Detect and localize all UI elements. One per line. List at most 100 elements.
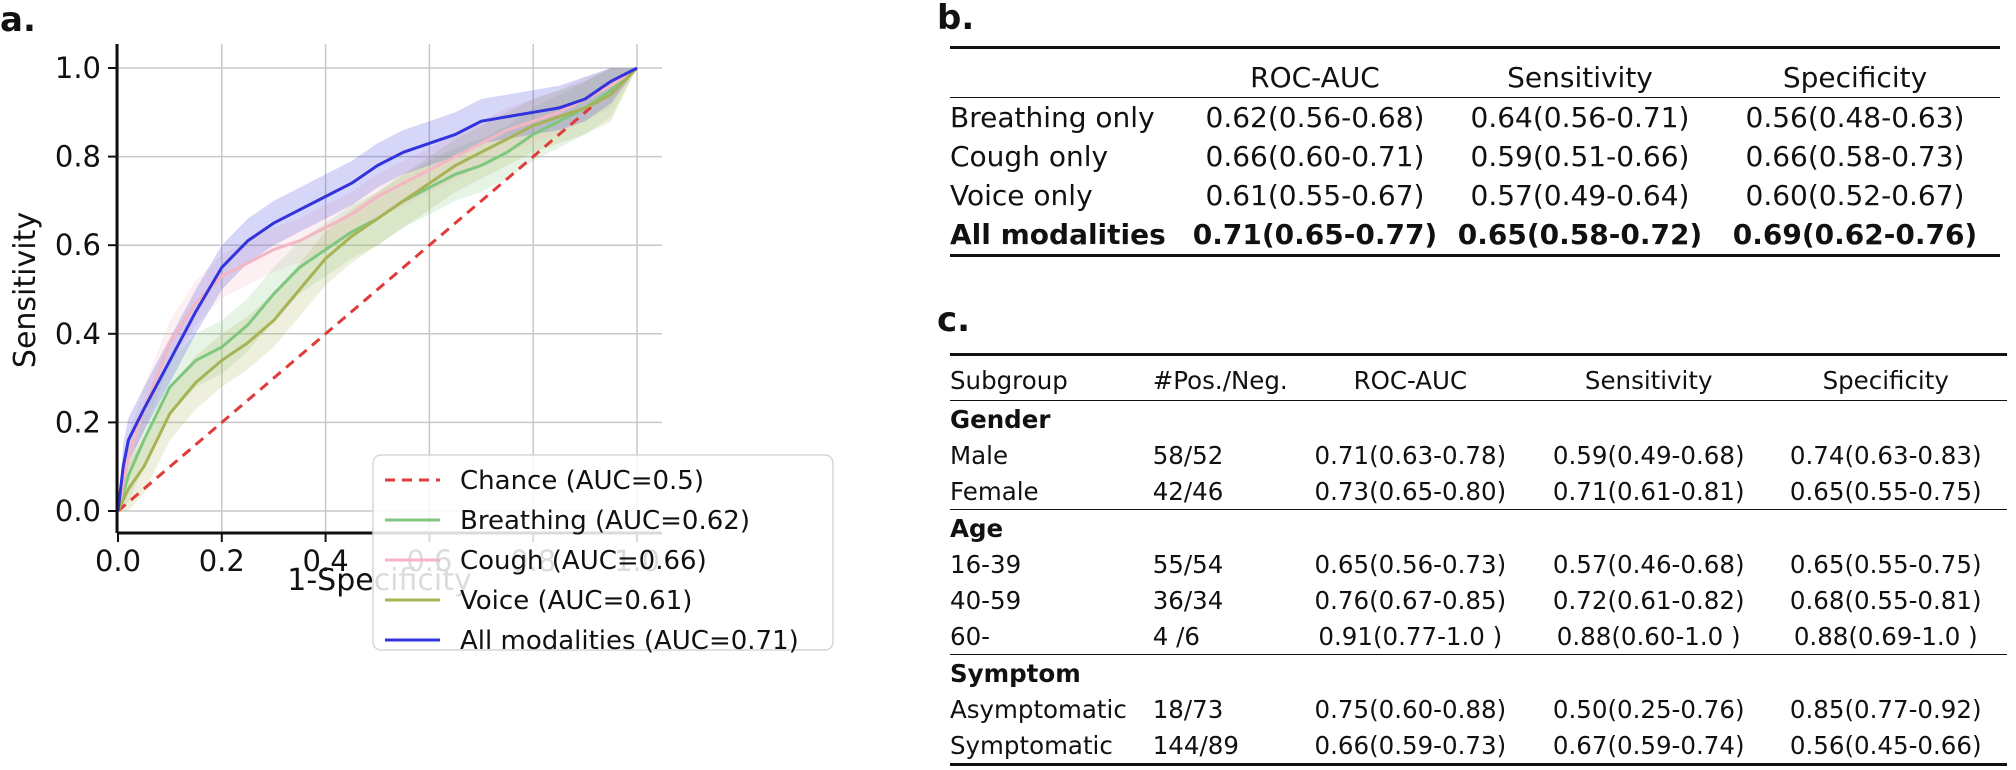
table-c-cell: 58/52	[1152, 440, 1224, 470]
series-line-0	[117, 66, 638, 513]
y-tick-label: 1.0	[55, 51, 101, 85]
table-c-cell: 18/73	[1152, 694, 1224, 724]
table-b-row-label: Voice only	[950, 179, 1093, 212]
table-c-cell: 0.56(0.45-0.66)	[1789, 730, 1982, 760]
y-tick-label: 0.8	[55, 140, 101, 174]
series-line-1	[116, 66, 638, 512]
roc-chart: 0.00.20.40.60.81.00.00.20.40.60.81.01-Sp…	[8, 44, 834, 656]
table-b-row: Cough only 0.66(0.60-0.71) 0.59(0.51-0.66)…	[950, 137, 2000, 176]
panel-label-a: a.	[0, 0, 36, 40]
table-c-cell: 0.75(0.60-0.88)	[1314, 694, 1507, 724]
table-c-cell: 0.65(0.55-0.75)	[1789, 549, 1982, 579]
table-c-cell: 0.67(0.59-0.74)	[1552, 730, 1745, 760]
table-c-cell: Male	[950, 440, 1009, 470]
table-c-cell: 55/54	[1152, 549, 1224, 579]
subgroup-results-table: Subgroup #Pos./Neg. ROC-AUC Sensitivity Spec…	[950, 353, 2007, 766]
series-line-3	[116, 66, 639, 512]
table-c-cell: 0.65(0.56-0.73)	[1314, 549, 1507, 579]
table-b-row: Voice only 0.61(0.55-0.67) 0.57(0.49-0.64)…	[950, 176, 2000, 215]
table-c-row: Asymptomatic 18/73 0.75(0.60-0.88) 0.50(0.2…	[950, 691, 2007, 727]
series-line-4	[116, 66, 638, 512]
table-b-header-2: Sensitivity	[1450, 47, 1710, 98]
table-b-row: Breathing only 0.62(0.56-0.68) 0.64(0.56-0…	[950, 98, 2000, 138]
y-tick-label: 0.6	[55, 228, 101, 262]
legend-label-2: Cough (AUC=0.66)	[460, 546, 707, 576]
y-tick-label: 0.4	[55, 317, 101, 351]
table-b-cell: 0.66(0.60-0.71)	[1205, 140, 1425, 173]
legend-label-0: Chance (AUC=0.5)	[460, 466, 704, 496]
table-b-cell: 0.65(0.58-0.72)	[1457, 218, 1703, 251]
table-c-group-label: Symptom	[950, 654, 2007, 691]
table-c-cell: 0.71(0.61-0.81)	[1552, 476, 1745, 506]
panel-label-c: c.	[937, 300, 971, 340]
table-b-header-3: Specificity	[1710, 47, 2000, 98]
table-c-header-2: ROC-AUC	[1287, 354, 1533, 401]
table-b-header-0	[950, 47, 1180, 98]
table-b-row-label: Cough only	[950, 140, 1109, 173]
table-b-cell: 0.60(0.52-0.67)	[1745, 179, 1965, 212]
table-b-cell: 0.62(0.56-0.68)	[1205, 101, 1425, 134]
table-b-cell: 0.66(0.58-0.73)	[1745, 140, 1965, 173]
x-tick-label: 0.2	[199, 544, 245, 578]
table-b-row: All modalities 0.71(0.65-0.77) 0.65(0.58-0…	[950, 215, 2000, 256]
table-c-cell: 0.74(0.63-0.83)	[1789, 440, 1982, 470]
table-c-row: 60- 4 /6 0.91(0.77-1.0 ) 0.88(0.60-1.0 ) 0.8…	[950, 618, 2007, 655]
table-c-cell: 0.85(0.77-0.92)	[1789, 694, 1982, 724]
table-c-cell: 36/34	[1152, 585, 1224, 615]
table-b-cell: 0.71(0.65-0.77)	[1192, 218, 1438, 251]
x-tick-label: 0.4	[303, 544, 349, 578]
table-b-row-label: Breathing only	[950, 101, 1155, 134]
table-c-row: Male 58/52 0.71(0.63-0.78) 0.59(0.49-0.68) 0…	[950, 437, 2007, 473]
table-b-row-label: All modalities	[950, 218, 1166, 251]
y-tick-label: 0.0	[55, 494, 101, 528]
table-c-cell: 0.66(0.59-0.73)	[1314, 730, 1507, 760]
table-c-cell: Asymptomatic	[950, 694, 1127, 724]
table-c-row: Female 42/46 0.73(0.65-0.80) 0.71(0.61-0.81…	[950, 473, 2007, 510]
table-c-cell: 0.88(0.60-1.0 )	[1556, 621, 1741, 651]
table-c-group-label: Age	[950, 509, 2007, 546]
table-c-cell: 144/89	[1152, 730, 1239, 760]
table-c-cell: 0.88(0.69-1.0 )	[1793, 621, 1978, 651]
modality-results-table: ROC-AUC Sensitivity Specificity Breathing …	[950, 46, 2000, 257]
table-c-cell: 0.71(0.63-0.78)	[1314, 440, 1507, 470]
table-b-cell: 0.57(0.49-0.64)	[1470, 179, 1690, 212]
table-c-header-4: Specificity	[1764, 354, 2007, 401]
table-c-cell: 4 /6	[1152, 621, 1200, 651]
table-c-cell: 0.50(0.25-0.76)	[1552, 694, 1745, 724]
series-line-2	[116, 66, 638, 512]
table-b-cell: 0.64(0.56-0.71)	[1470, 101, 1690, 134]
y-axis-label: Sensitivity	[8, 212, 43, 368]
table-c-cell: 40-59	[950, 585, 1022, 615]
table-c-cell: 0.65(0.55-0.75)	[1789, 476, 1982, 506]
table-c-cell: Female	[950, 476, 1039, 506]
table-b-cell: 0.59(0.51-0.66)	[1470, 140, 1690, 173]
x-tick-label: 0.0	[95, 544, 141, 578]
table-c-cell: 0.91(0.77-1.0 )	[1318, 621, 1503, 651]
table-b-cell: 0.61(0.55-0.67)	[1205, 179, 1425, 212]
table-c-cell: 16-39	[950, 549, 1022, 579]
table-c-row: 40-59 36/34 0.76(0.67-0.85) 0.72(0.61-0.82)…	[950, 582, 2007, 618]
table-b-cell: 0.56(0.48-0.63)	[1745, 101, 1965, 134]
y-tick-label: 0.2	[55, 405, 101, 439]
table-b-header-1: ROC-AUC	[1180, 47, 1450, 98]
table-c-header-3: Sensitivity	[1532, 354, 1765, 401]
legend-box	[372, 454, 834, 651]
legend-label-4: All modalities (AUC=0.71)	[460, 626, 799, 656]
table-c-cell: 0.59(0.49-0.68)	[1552, 440, 1745, 470]
table-c-cell: 0.57(0.46-0.68)	[1552, 549, 1745, 579]
table-c-cell: 0.68(0.55-0.81)	[1789, 585, 1982, 615]
table-c-group-row: Gender	[950, 401, 2007, 438]
legend-label-3: Voice (AUC=0.61)	[460, 586, 692, 616]
panel-label-b: b.	[937, 0, 975, 38]
table-c-row: Symptomatic 144/89 0.66(0.59-0.73) 0.67(0.5…	[950, 727, 2007, 765]
table-c-cell: 60-	[950, 621, 991, 651]
table-c-group-row: Symptom	[950, 654, 2007, 691]
table-c-cell: 0.76(0.67-0.85)	[1314, 585, 1507, 615]
table-c-cell: Symptomatic	[950, 730, 1113, 760]
table-c-header-0: Subgroup	[950, 354, 1153, 401]
table-c-cell: 0.72(0.61-0.82)	[1552, 585, 1745, 615]
table-c-cell: 0.73(0.65-0.80)	[1314, 476, 1507, 506]
legend-label-1: Breathing (AUC=0.62)	[460, 506, 750, 536]
table-c-header-1: #Pos./Neg.	[1152, 354, 1288, 401]
table-b-header-row: ROC-AUC Sensitivity Specificity	[950, 47, 2000, 98]
